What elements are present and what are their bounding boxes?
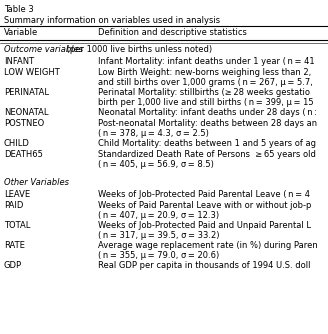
Text: CHILD: CHILD: [4, 139, 30, 148]
Text: NEONATAL: NEONATAL: [4, 108, 49, 117]
Text: Standardized Death Rate of Persons  ≥ 65 years old: Standardized Death Rate of Persons ≥ 65 …: [98, 150, 316, 159]
Text: Perinatal Mortality: stillbirths (≥ 28 weeks gestatio: Perinatal Mortality: stillbirths (≥ 28 w…: [98, 88, 310, 97]
Text: birth per 1,000 live and still births ( n = 399, μ = 15: birth per 1,000 live and still births ( …: [98, 98, 314, 107]
Text: GDP: GDP: [4, 261, 22, 270]
Text: Weeks of Job-Protected Paid Parental Leave ( n = 4: Weeks of Job-Protected Paid Parental Lea…: [98, 190, 310, 199]
Text: LOW WEIGHT: LOW WEIGHT: [4, 68, 60, 77]
Text: TOTAL: TOTAL: [4, 221, 31, 230]
Text: and still births over 1,000 grams ( n = 267, μ = 5.7,: and still births over 1,000 grams ( n = …: [98, 78, 313, 87]
Text: Average wage replacement rate (in %) during Paren: Average wage replacement rate (in %) dur…: [98, 241, 318, 250]
Text: Real GDP per capita in thousands of 1994 U.S. doll: Real GDP per capita in thousands of 1994…: [98, 261, 311, 270]
Text: Post-neonatal Mortality: deaths between 28 days an: Post-neonatal Mortality: deaths between …: [98, 119, 317, 128]
Text: Variable: Variable: [4, 28, 38, 37]
Text: PAID: PAID: [4, 201, 23, 210]
Text: Table 3: Table 3: [4, 5, 34, 14]
Text: RATE: RATE: [4, 241, 25, 250]
Text: ( n = 407, μ = 20.9, σ = 12.3): ( n = 407, μ = 20.9, σ = 12.3): [98, 211, 219, 220]
Text: Summary information on variables used in analysis: Summary information on variables used in…: [4, 16, 220, 25]
Text: Infant Mortality: infant deaths under 1 year ( n = 41: Infant Mortality: infant deaths under 1 …: [98, 57, 315, 66]
Text: POSTNEO: POSTNEO: [4, 119, 44, 128]
Text: ( n = 317, μ = 39.5, σ = 33.2): ( n = 317, μ = 39.5, σ = 33.2): [98, 231, 219, 240]
Text: Low Birth Weight: new-borns weighing less than 2,: Low Birth Weight: new-borns weighing les…: [98, 68, 311, 77]
Text: Child Mortality: deaths between 1 and 5 years of ag: Child Mortality: deaths between 1 and 5 …: [98, 139, 316, 148]
Text: Neonatal Mortality: infant deaths under 28 days ( n :: Neonatal Mortality: infant deaths under …: [98, 108, 317, 117]
Text: ( n = 378, μ = 4.3, σ = 2.5): ( n = 378, μ = 4.3, σ = 2.5): [98, 129, 209, 138]
Text: INFANT: INFANT: [4, 57, 34, 66]
Text: LEAVE: LEAVE: [4, 190, 30, 199]
Text: Outcome variables: Outcome variables: [4, 45, 83, 54]
Text: Other Variables: Other Variables: [4, 178, 69, 187]
Text: Weeks of Paid Parental Leave with or without job-p: Weeks of Paid Parental Leave with or wit…: [98, 201, 311, 210]
Text: PERINATAL: PERINATAL: [4, 88, 49, 97]
Text: Weeks of Job-Protected Paid and Unpaid Parental L: Weeks of Job-Protected Paid and Unpaid P…: [98, 221, 311, 230]
Text: (per 1000 live births unless noted): (per 1000 live births unless noted): [64, 45, 213, 54]
Text: ( n = 405, μ = 56.9, σ = 8.5): ( n = 405, μ = 56.9, σ = 8.5): [98, 160, 214, 169]
Text: Definition and descriptive statistics: Definition and descriptive statistics: [98, 28, 247, 37]
Text: ( n = 355, μ = 79.0, σ = 20.6): ( n = 355, μ = 79.0, σ = 20.6): [98, 251, 219, 260]
Text: DEATH65: DEATH65: [4, 150, 43, 159]
